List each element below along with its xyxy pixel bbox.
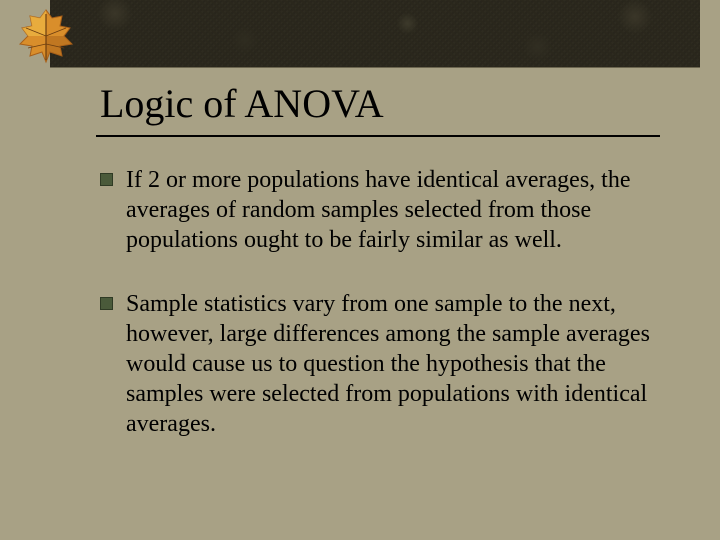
leaf-icon: [10, 4, 82, 66]
bullet-square-icon: [100, 173, 113, 186]
slide-title: Logic of ANOVA: [100, 80, 680, 127]
header-texture-band: [50, 0, 700, 68]
bullet-square-icon: [100, 297, 113, 310]
bullet-item: Sample statistics vary from one sample t…: [100, 289, 680, 439]
title-underline: [96, 135, 660, 137]
bullet-text: If 2 or more populations have identical …: [126, 167, 630, 253]
bullet-text: Sample statistics vary from one sample t…: [126, 291, 650, 437]
bullet-item: If 2 or more populations have identical …: [100, 165, 680, 255]
slide-content: Logic of ANOVA If 2 or more populations …: [100, 80, 680, 473]
